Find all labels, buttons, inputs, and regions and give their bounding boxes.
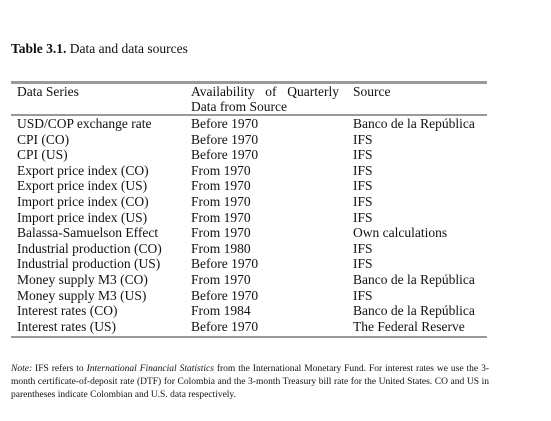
table-row: Industrial production (CO) From 1980 IFS <box>0 241 551 257</box>
cell-data-series: Export price index (US) <box>17 178 148 194</box>
cell-data-series: Interest rates (US) <box>17 318 116 334</box>
cell-availability: From 1980 <box>191 240 251 256</box>
cell-source: IFS <box>353 193 373 209</box>
table-row: USD/COP exchange rate Before 1970 Banco de… <box>0 116 551 132</box>
table-row: CPI (US) Before 1970 IFS <box>0 147 551 163</box>
cell-availability: From 1984 <box>191 303 251 319</box>
header-availability: Availability of Quarterly Data from Sour… <box>191 84 339 114</box>
table-note: Note: IFS refers to International Financ… <box>11 363 489 402</box>
cell-source: IFS <box>353 209 373 225</box>
cell-source: Banco de la República <box>353 271 475 287</box>
table-caption: Table 3.1. Data and data sources <box>11 41 188 57</box>
cell-availability: From 1970 <box>191 225 251 241</box>
note-text-part2: from the International Monetary Fund. Fo… <box>11 364 489 400</box>
cell-availability: From 1970 <box>191 193 251 209</box>
cell-availability: Before 1970 <box>191 131 259 147</box>
header-availability-line1: Availability of Quarterly <box>191 84 339 99</box>
cell-source: Banco de la República <box>353 303 475 319</box>
table-top-rule <box>11 81 487 84</box>
cell-availability: From 1970 <box>191 271 251 287</box>
cell-source: IFS <box>353 162 373 178</box>
cell-data-series: Import price index (CO) <box>17 193 149 209</box>
table-row: Money supply M3 (CO) From 1970 Banco de la… <box>0 272 551 288</box>
note-label: Note: <box>11 364 33 374</box>
cell-data-series: Industrial production (CO) <box>17 240 162 256</box>
table-caption-label: Table 3.1. <box>11 41 67 56</box>
cell-source: IFS <box>353 256 373 272</box>
cell-source: IFS <box>353 178 373 194</box>
table-row: Export price index (CO) From 1970 IFS <box>0 163 551 179</box>
cell-source: IFS <box>353 287 373 303</box>
table-body: USD/COP exchange rate Before 1970 Banco de… <box>0 116 551 334</box>
header-availability-word: Availability <box>191 84 255 99</box>
cell-source: IFS <box>353 240 373 256</box>
cell-source: Banco de la República <box>353 116 475 131</box>
cell-data-series: Import price index (US) <box>17 209 148 225</box>
cell-source: IFS <box>353 131 373 147</box>
table-header-rule <box>11 114 487 116</box>
header-availability-word: Quarterly <box>287 84 339 99</box>
cell-availability: Before 1970 <box>191 287 259 303</box>
cell-availability: Before 1970 <box>191 318 259 334</box>
header-source: Source <box>353 84 391 99</box>
cell-data-series: CPI (CO) <box>17 131 70 147</box>
cell-data-series: Industrial production (US) <box>17 256 161 272</box>
header-availability-word: of <box>265 84 277 99</box>
cell-data-series: USD/COP exchange rate <box>17 116 152 131</box>
table-row: Balassa-Samuelson Effect From 1970 Own cal… <box>0 225 551 241</box>
cell-availability: Before 1970 <box>191 116 259 131</box>
cell-availability: Before 1970 <box>191 256 259 272</box>
table-row: Industrial production (US) Before 1970 IFS <box>0 256 551 272</box>
cell-source: The Federal Reserve <box>353 318 465 334</box>
table-bottom-rule <box>11 336 487 338</box>
cell-availability: From 1970 <box>191 209 251 225</box>
table-row: Interest rates (US) Before 1970 The Federa… <box>0 319 551 335</box>
cell-data-series: Money supply M3 (US) <box>17 287 147 303</box>
table-row: Export price index (US) From 1970 IFS <box>0 178 551 194</box>
table-row: CPI (CO) Before 1970 IFS <box>0 132 551 148</box>
table-row: Interest rates (CO) From 1984 Banco de la … <box>0 303 551 319</box>
table-row: Money supply M3 (US) Before 1970 IFS <box>0 288 551 304</box>
cell-data-series: Balassa-Samuelson Effect <box>17 225 159 241</box>
cell-source: IFS <box>353 147 373 163</box>
cell-data-series: Money supply M3 (CO) <box>17 271 148 287</box>
cell-availability: From 1970 <box>191 162 251 178</box>
cell-data-series: Interest rates (CO) <box>17 303 118 319</box>
table-row: Import price index (US) From 1970 IFS <box>0 210 551 226</box>
cell-data-series: Export price index (CO) <box>17 162 149 178</box>
header-availability-line2: Data from Source <box>191 99 287 114</box>
header-data-series: Data Series <box>17 84 79 99</box>
table-caption-text: Data and data sources <box>66 41 188 56</box>
cell-availability: From 1970 <box>191 178 251 194</box>
table-row: Import price index (CO) From 1970 IFS <box>0 194 551 210</box>
cell-data-series: CPI (US) <box>17 147 68 163</box>
cell-source: Own calculations <box>353 225 448 241</box>
note-text-part1: IFS refers to <box>32 364 87 374</box>
note-emphasis: International Financial Statistics <box>86 364 214 374</box>
cell-availability: Before 1970 <box>191 147 259 163</box>
